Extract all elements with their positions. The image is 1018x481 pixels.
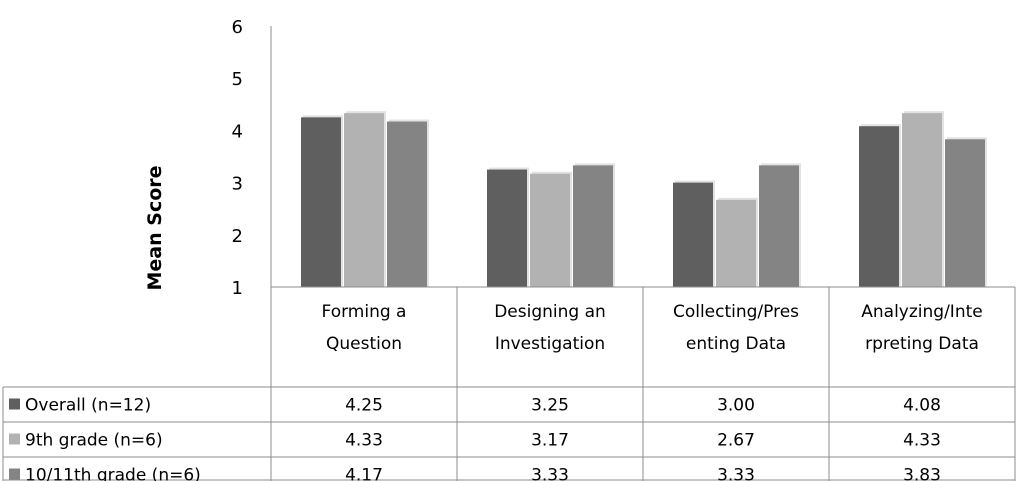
y-tick-label: 1 [232,278,243,299]
series-name: 9th grade (n=6) [25,431,163,451]
y-tick-label: 3 [232,174,243,195]
data-label: 3.17 [531,431,569,451]
y-axis-title: Mean Score [144,165,166,290]
legend-key [9,433,20,445]
legend-key [9,468,20,480]
y-tick-label: 6 [232,17,243,38]
data-label: 4.33 [345,431,383,451]
data-label: 3.00 [717,396,755,416]
bar [859,126,899,287]
data-label: 3.83 [903,466,941,481]
data-label: 4.08 [903,396,941,416]
plot-area: 1 2 3 4 5 6 [232,17,272,299]
data-label: 4.25 [345,396,383,416]
bar [945,139,985,287]
y-tick-label: 4 [232,121,243,142]
bar [344,113,384,287]
category-label: Designing an [494,302,606,322]
category-label: Investigation [495,334,605,354]
bar [673,182,713,287]
data-label: 3.25 [531,396,569,416]
y-tick-label: 5 [232,69,243,90]
series-name: 10/11th grade (n=6) [25,466,201,481]
data-label: 4.17 [345,466,383,481]
legend-key [9,398,20,410]
category-label: Analyzing/Inte [861,302,982,322]
bar [387,121,427,287]
bars [301,111,987,287]
bar [902,113,942,287]
bar [716,199,756,287]
data-table: Forming a Question Designing an Investigati… [2,286,1016,481]
data-label: 3.33 [717,466,755,481]
category-label: Forming a [322,302,407,322]
category-label: Question [326,334,402,354]
bar [573,165,613,287]
y-tick-label: 2 [232,226,243,247]
data-label: 4.33 [903,431,941,451]
series-name: Overall (n=12) [25,396,151,416]
bar [759,165,799,287]
category-label: enting Data [686,334,786,354]
bar [301,117,341,287]
bar [487,169,527,287]
data-label: 2.67 [717,431,755,451]
data-label: 3.33 [531,466,569,481]
category-label: rpreting Data [865,334,979,354]
category-label: Collecting/Pres [673,302,799,322]
bar [530,173,570,287]
